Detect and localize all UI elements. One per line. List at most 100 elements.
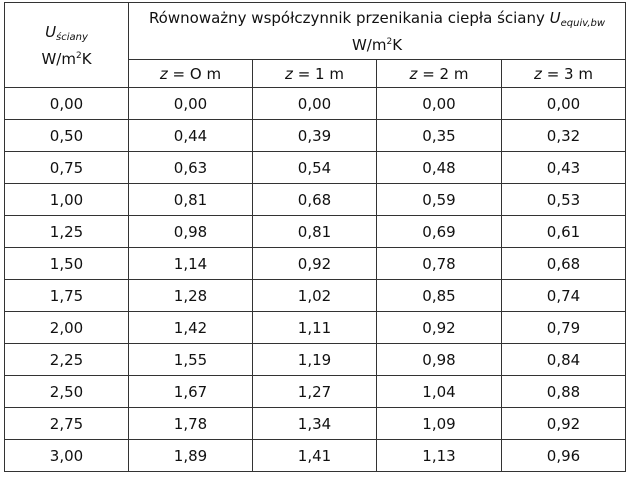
table-container: Uściany W/m2K Równoważny współczynnik pr… [4, 2, 627, 472]
u-equiv-table: Uściany W/m2K Równoważny współczynnik pr… [4, 2, 627, 472]
u-equiv-cell-z3: 0,79 [500, 311, 627, 344]
u-equiv-cell-z1: 0,68 [252, 183, 377, 216]
u-equiv-cell-z3: 0,96 [500, 439, 627, 472]
table-row: 2,75 1,78 1,34 1,09 0,92 [4, 407, 627, 440]
depth-var: z [534, 64, 542, 83]
u-equiv-cell-z1: 1,27 [252, 375, 377, 408]
u-equiv-cell-z0: 0,98 [128, 215, 253, 248]
table-row: 2,50 1,67 1,27 1,04 0,88 [4, 375, 627, 408]
depth-header-z2: z = 2 m [376, 59, 502, 88]
u-equiv-cell-z1: 1,34 [252, 407, 377, 440]
table-row: 0,50 0,44 0,39 0,35 0,32 [4, 119, 627, 152]
depth-value: = 2 m [417, 64, 469, 83]
u-equiv-group-header: Równoważny współczynnik przenikania ciep… [127, 2, 627, 60]
u-equiv-cell-z2: 0,69 [376, 215, 502, 248]
unit-suffix: K [81, 49, 92, 68]
u-equiv-cell-z0: 1,89 [128, 439, 253, 472]
u-wall-cell: 0,50 [4, 119, 129, 152]
u-equiv-cell-z1: 1,19 [252, 343, 377, 376]
u-wall-subscript: ściany [56, 31, 88, 43]
table-row: 2,25 1,55 1,19 0,98 0,84 [4, 343, 627, 376]
group-header-text: Równoważny współczynnik przenikania ciep… [148, 8, 550, 27]
u-equiv-cell-z2: 0,35 [376, 119, 502, 152]
u-equiv-cell-z3: 0,00 [500, 87, 627, 120]
u-wall-header: Uściany W/m2K [4, 2, 129, 88]
u-wall-cell: 1,75 [4, 279, 129, 312]
table-row: 3,00 1,89 1,41 1,13 0,96 [4, 439, 627, 472]
u-equiv-cell-z1: 0,00 [252, 87, 377, 120]
u-equiv-cell-z3: 0,53 [500, 183, 627, 216]
u-equiv-cell-z0: 0,63 [128, 151, 253, 184]
u-wall-cell: 1,00 [4, 183, 129, 216]
u-equiv-cell-z3: 0,88 [500, 375, 627, 408]
table-row: 1,75 1,28 1,02 0,85 0,74 [4, 279, 627, 312]
u-equiv-cell-z1: 0,39 [252, 119, 377, 152]
u-equiv-cell-z3: 0,84 [500, 343, 627, 376]
depth-value: = O m [167, 64, 222, 83]
depth-header-z1: z = 1 m [252, 59, 377, 88]
depth-var: z [285, 64, 293, 83]
u-wall-cell: 3,00 [4, 439, 129, 472]
u-equiv-cell-z3: 0,68 [500, 247, 627, 280]
u-equiv-cell-z3: 0,74 [500, 279, 627, 312]
u-equiv-cell-z3: 0,61 [500, 215, 627, 248]
table-body: 0,00 0,00 0,00 0,00 0,00 0,50 0,44 0,39 … [4, 87, 627, 472]
u-wall-cell: 0,75 [4, 151, 129, 184]
depth-header-z0: z = O m [128, 59, 253, 88]
u-wall-symbol: U [45, 22, 57, 41]
u-wall-cell: 2,75 [4, 407, 129, 440]
table-row: 2,00 1,42 1,11 0,92 0,79 [4, 311, 627, 344]
u-wall-unit: W/m2K [5, 47, 128, 68]
u-wall-cell: 1,25 [4, 215, 129, 248]
depth-var: z [409, 64, 418, 83]
u-equiv-cell-z0: 1,14 [128, 247, 253, 280]
u-equiv-cell-z2: 1,09 [376, 407, 502, 440]
depth-var: z [159, 64, 168, 83]
u-equiv-cell-z2: 0,00 [376, 87, 502, 120]
depth-header-z3: z = 3 m [500, 59, 627, 88]
u-equiv-cell-z1: 0,54 [252, 151, 377, 184]
u-wall-cell: 2,25 [4, 343, 129, 376]
u-equiv-cell-z2: 0,78 [376, 247, 502, 280]
u-equiv-cell-z1: 0,92 [252, 247, 377, 280]
u-equiv-cell-z0: 1,42 [128, 311, 253, 344]
u-equiv-cell-z2: 0,85 [376, 279, 502, 312]
u-wall-cell: 1,50 [4, 247, 129, 280]
u-equiv-symbol: U [549, 8, 561, 27]
u-equiv-cell-z3: 0,32 [500, 119, 627, 152]
u-equiv-cell-z0: 1,28 [128, 279, 253, 312]
u-equiv-cell-z2: 0,48 [376, 151, 502, 184]
u-wall-cell: 2,50 [4, 375, 129, 408]
u-equiv-cell-z3: 0,43 [500, 151, 627, 184]
u-equiv-cell-z2: 0,98 [376, 343, 502, 376]
depth-value: = 1 m [292, 64, 344, 83]
u-equiv-subscript: equiv,bw [560, 17, 606, 29]
u-equiv-cell-z0: 1,78 [128, 407, 253, 440]
u-equiv-cell-z1: 1,41 [252, 439, 377, 472]
u-equiv-unit: W/m2K [129, 33, 625, 54]
table-row: 0,00 0,00 0,00 0,00 0,00 [4, 87, 627, 120]
u-equiv-cell-z1: 1,11 [252, 311, 377, 344]
unit-superscript: 2 [386, 36, 393, 47]
unit-prefix: W/m [41, 49, 76, 68]
u-wall-cell: 0,00 [4, 87, 129, 120]
u-equiv-cell-z1: 1,02 [252, 279, 377, 312]
u-equiv-cell-z0: 0,81 [128, 183, 253, 216]
table-row: 0,75 0,63 0,54 0,48 0,43 [4, 151, 627, 184]
u-equiv-cell-z3: 0,92 [500, 407, 627, 440]
u-equiv-cell-z0: 1,55 [128, 343, 253, 376]
unit-prefix: W/m [351, 35, 387, 54]
u-equiv-cell-z2: 1,13 [376, 439, 502, 472]
u-equiv-cell-z2: 0,59 [376, 183, 502, 216]
u-wall-cell: 2,00 [4, 311, 129, 344]
u-equiv-cell-z2: 1,04 [376, 375, 502, 408]
unit-superscript: 2 [75, 50, 82, 61]
table-row: 1,00 0,81 0,68 0,59 0,53 [4, 183, 627, 216]
depth-value: = 3 m [541, 64, 593, 83]
u-equiv-cell-z0: 0,44 [128, 119, 253, 152]
u-equiv-cell-z2: 0,92 [376, 311, 502, 344]
u-equiv-cell-z0: 1,67 [128, 375, 253, 408]
table-row: 1,50 1,14 0,92 0,78 0,68 [4, 247, 627, 280]
unit-suffix: K [392, 35, 403, 54]
u-equiv-cell-z0: 0,00 [128, 87, 253, 120]
